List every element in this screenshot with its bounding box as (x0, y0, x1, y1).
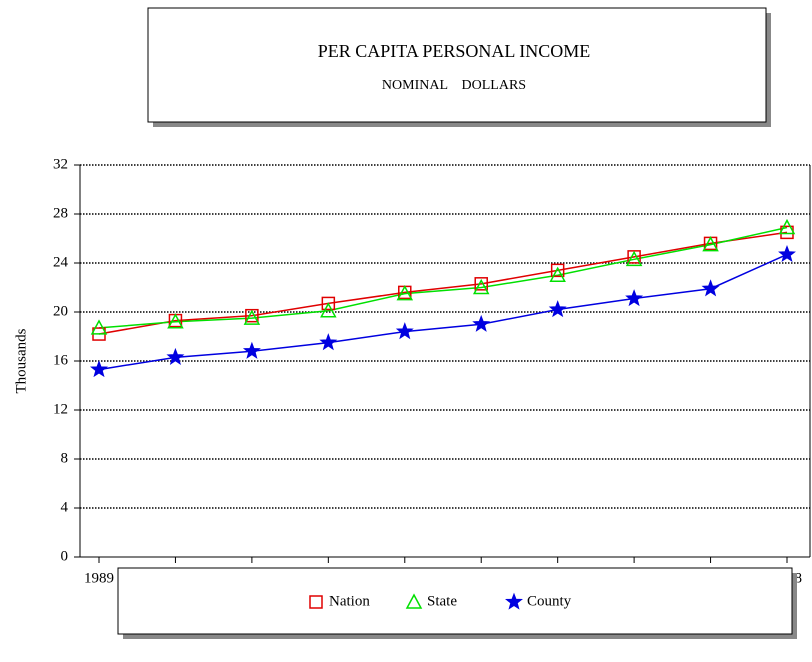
legend-marker (309, 595, 323, 609)
data-point (548, 300, 567, 318)
legend-box (117, 567, 793, 635)
y-tick-label: 28 (53, 205, 68, 221)
series-line (98, 226, 788, 329)
data-point (90, 360, 108, 378)
data-point (320, 302, 337, 318)
y-tick-label: 16 (53, 352, 69, 368)
data-point (90, 319, 108, 335)
title-box (147, 7, 767, 123)
data-point (395, 322, 414, 340)
legend-marker (405, 593, 423, 609)
data-point (625, 289, 644, 307)
data-point (625, 250, 643, 267)
data-point (778, 244, 796, 263)
y-axis-label: Thousands (13, 328, 29, 393)
data-point (778, 218, 796, 235)
y-tick-label: 8 (61, 450, 69, 466)
chart-title: PER CAPITA PERSONAL INCOME (318, 41, 590, 61)
data-point (242, 341, 261, 359)
y-tick-label: 24 (53, 254, 69, 270)
legend-label: County (527, 593, 572, 609)
data-point (701, 279, 720, 297)
y-tick-label: 32 (53, 156, 68, 172)
data-point (319, 333, 338, 351)
legend-label: Nation (329, 593, 370, 609)
data-point (474, 277, 488, 291)
series-line (98, 231, 788, 335)
y-tick-label: 0 (61, 548, 69, 564)
x-tick-label: 1989 (84, 570, 114, 586)
data-point (321, 296, 336, 311)
y-tick-label: 20 (53, 303, 68, 319)
data-point (243, 309, 261, 325)
y-tick-label: 4 (61, 499, 69, 515)
data-point (167, 313, 184, 329)
data-point (702, 236, 719, 252)
legend-label: State (427, 593, 457, 609)
y-tick-label: 12 (53, 401, 68, 417)
chart-subtitle: NOMINAL DOLLARS (382, 78, 526, 93)
data-point (472, 278, 490, 295)
data-point (396, 285, 414, 301)
data-point (549, 266, 566, 282)
data-point (166, 347, 185, 365)
data-point (472, 314, 491, 332)
series-line (98, 253, 788, 371)
data-point (550, 263, 565, 278)
legend-marker (505, 592, 523, 610)
